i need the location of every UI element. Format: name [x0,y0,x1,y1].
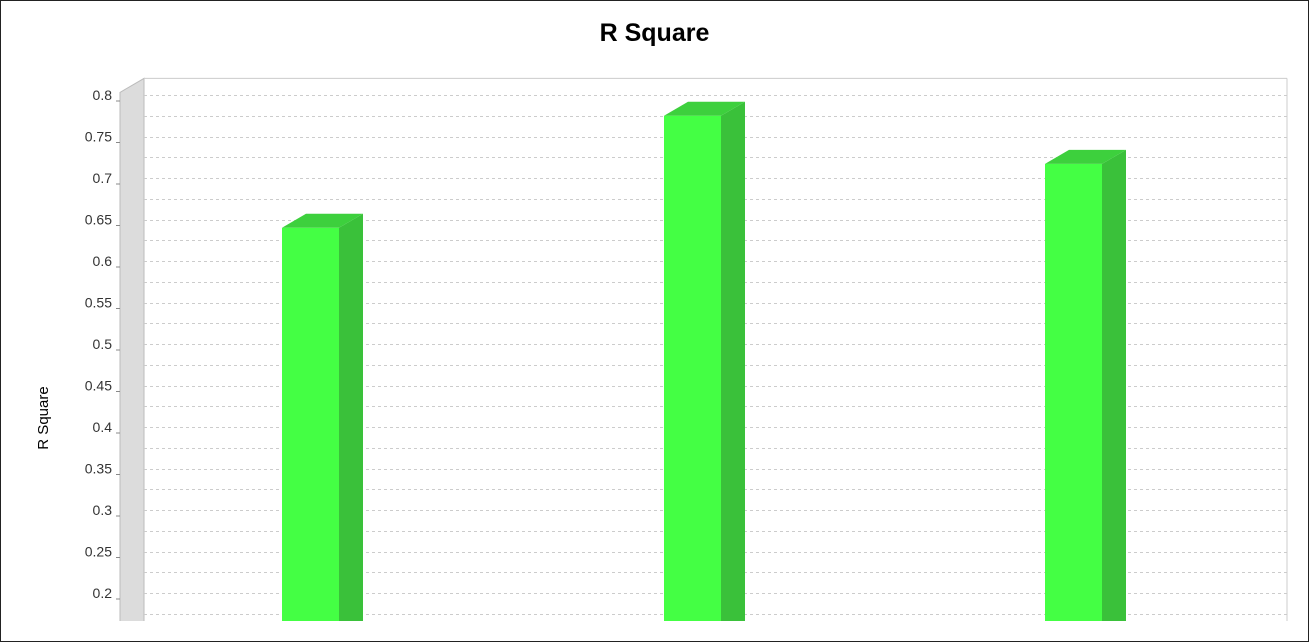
y-tick-label: 0.8 [93,87,113,103]
bar-front [282,227,339,621]
y-tick-label: 0.25 [85,544,112,560]
y-tick-label: 0.5 [93,336,113,352]
y-tick-label: 0.45 [85,378,112,394]
bar [1045,149,1126,621]
y-tick-label: 0.6 [93,253,113,269]
plot-left-wall [119,77,145,621]
bar-top [282,213,363,228]
bar-side [721,101,745,621]
y-tick-label: 0.35 [85,461,112,477]
y-tick-label: 0.2 [93,585,113,601]
bar [282,213,363,621]
bar-top [664,101,745,116]
y-tick-label: 0.7 [93,170,113,186]
bar-front [664,115,721,621]
bar-top [1045,149,1126,164]
y-tick-label: 0.3 [93,502,113,518]
y-tick-label: 0.55 [85,295,112,311]
chart-title: R Square [599,19,710,47]
bar [664,101,745,621]
y-tick-label: 0.75 [85,129,112,145]
bar-side [1102,149,1126,621]
y-axis-title: R Square [35,386,52,449]
bar-front [1045,163,1102,621]
bar-chart: 0.8 0.75 0.7 0.65 0.6 0.55 0.5 0.45 0.4 0.35 0.3 0.… [35,77,1288,621]
bar-side [339,213,363,621]
y-tick-label: 0.4 [93,419,113,435]
y-tick-label: 0.65 [85,212,112,228]
